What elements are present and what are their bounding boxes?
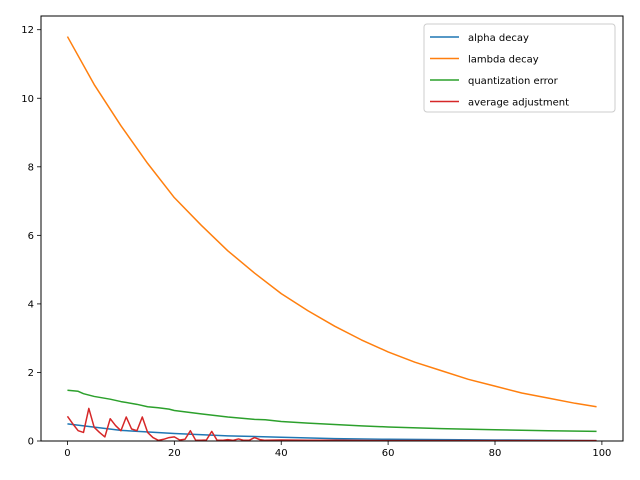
x-tick-label: 0: [64, 448, 70, 459]
series-line-3: [67, 389, 597, 433]
legend: alpha decay lambda decay quantization erro…: [423, 23, 616, 113]
legend-label: quantization error: [468, 76, 559, 87]
y-tick-label: 10: [21, 94, 34, 105]
y-tick-label: 2: [28, 368, 34, 379]
y-tick-label: 4: [28, 299, 34, 310]
legend-label: lambda decay: [468, 55, 539, 66]
legend-label: alpha decay: [468, 33, 529, 44]
x-tick-label: 20: [168, 448, 181, 459]
legend-label: average adjustment: [468, 98, 569, 109]
series-line-2: [66, 36, 597, 408]
series-line-4: [66, 407, 597, 441]
y-tick-label: 12: [21, 25, 34, 36]
x-tick-label: 100: [592, 448, 611, 459]
x-tick-label: 80: [489, 448, 502, 459]
y-tick-label: 6: [28, 231, 34, 242]
axes-frame: [40, 15, 624, 442]
plot-lines: [66, 36, 597, 441]
x-tick-label: 60: [382, 448, 395, 459]
x-tick-label: 40: [275, 448, 288, 459]
y-tick-label: 0: [28, 437, 34, 448]
y-tick-label: 8: [28, 162, 34, 173]
legend-box: [423, 23, 616, 113]
x-axis-ticks: 0 20 40 60 80 100: [64, 441, 611, 459]
y-axis-ticks: 0 2 4 6 8 10 12: [21, 25, 41, 448]
